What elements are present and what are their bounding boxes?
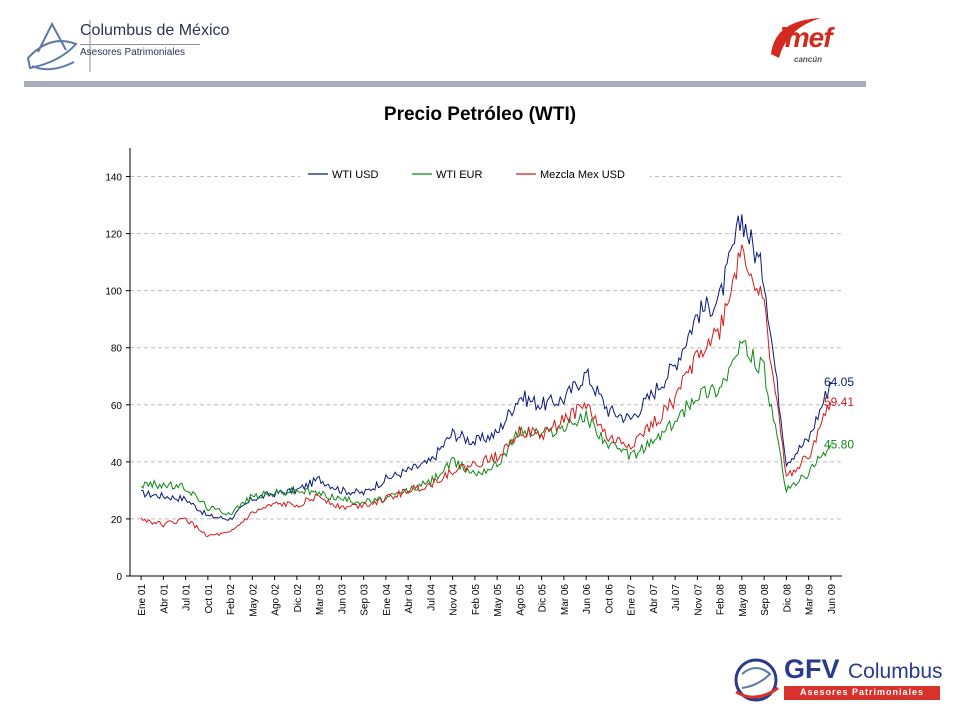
x-tick-label: Dic 05	[538, 584, 549, 613]
y-tick-label: 20	[111, 515, 123, 526]
x-tick-labels: Ene 01 Abr 01 Jul 01 Oct 01 Feb 02 May 02 Ago …	[137, 584, 838, 617]
x-tick-label: Sep 08	[760, 584, 771, 616]
series-line-wti-usd	[141, 214, 832, 521]
legend-entry: WTI USD	[332, 169, 378, 181]
end-label-wti-eur: 45.80	[824, 438, 854, 452]
grid-lines	[130, 176, 842, 520]
footer-brand-gfv: GFV	[784, 654, 840, 684]
chart-title: Precio Petróleo (WTI)	[383, 104, 577, 125]
x-tick-label: Mar 09	[805, 584, 816, 616]
x-tick-label: Abr 04	[404, 584, 415, 614]
x-tick-label: Ene 04	[382, 584, 393, 616]
series-line-wti-eur	[140, 340, 832, 516]
x-tick-label: Ago 02	[271, 584, 282, 616]
end-label-wti-usd: 64.05	[824, 375, 854, 389]
footer-bar	[784, 686, 940, 700]
x-tick-label: Ene 07	[627, 584, 638, 616]
y-tick-label: 40	[111, 458, 123, 469]
x-tick-label: Abr 07	[649, 584, 660, 614]
y-tick-label: 140	[105, 173, 122, 184]
brand-title: Columbus de México	[80, 22, 230, 39]
x-tick-label: Jun 03	[337, 584, 348, 614]
y-tick-label: 100	[105, 287, 122, 298]
x-tick-label: Sep 03	[360, 584, 371, 616]
header-bar	[24, 81, 866, 87]
x-tick-label: Ago 05	[515, 584, 526, 616]
x-tick-label: Mar 03	[315, 584, 326, 616]
x-tick-label: Jul 04	[426, 584, 437, 611]
end-value-labels: 64.05 45.80 59.41	[824, 375, 854, 452]
end-label-mezcla-mex-usd: 59.41	[824, 395, 854, 409]
columbus-logo-icon	[26, 20, 91, 72]
y-tick-label: 60	[111, 401, 123, 412]
x-tick-label: Feb 05	[471, 584, 482, 616]
x-tick-label: Jul 07	[671, 584, 682, 611]
legend-entry: Mezcla Mex USD	[540, 169, 625, 181]
gfv-globe-icon	[734, 658, 779, 702]
y-tick-labels: 0 20 40 60 80 100 120 140	[105, 173, 122, 583]
partner-logo: imef	[778, 22, 833, 53]
x-tick-label: May 02	[248, 584, 259, 617]
x-tick-label: Jul 01	[182, 584, 193, 611]
brand-divider	[80, 44, 200, 45]
x-tick-label: Feb 08	[716, 584, 727, 616]
x-tick-label: Oct 06	[604, 584, 615, 614]
y-tick-label: 0	[116, 572, 122, 583]
footer-brand-subtitle: Asesores Patrimoniales	[800, 687, 925, 697]
series-lines	[140, 214, 832, 537]
x-tick-label: Ene 01	[137, 584, 148, 616]
series-line-mezcla-mex-usd	[140, 244, 832, 537]
y-tick-label: 80	[111, 344, 123, 355]
legend-entry: WTI EUR	[436, 169, 482, 181]
x-tick-label: Jun 06	[582, 584, 593, 614]
footer-brand-columbus: Columbus	[848, 660, 943, 683]
x-tick-label: May 08	[738, 584, 749, 617]
y-tick-label: 120	[105, 230, 122, 241]
brand-subtitle: Asesores Patrimoniales	[80, 47, 186, 58]
x-tick-label: Abr 01	[159, 584, 170, 614]
imef-swoosh-icon	[771, 18, 821, 58]
x-tick-label: Nov 04	[449, 584, 460, 616]
x-tick-label: Jun 09	[827, 584, 838, 614]
x-tick-label: Nov 07	[693, 584, 704, 616]
legend-box	[300, 164, 650, 182]
x-tick-label: Feb 02	[226, 584, 237, 616]
x-tick-label: Dic 08	[782, 584, 793, 613]
axes	[126, 148, 842, 580]
x-tick-label: Oct 01	[204, 584, 215, 614]
x-tick-label: May 05	[493, 584, 504, 617]
partner-logo-sub: cancún	[794, 55, 823, 64]
x-tick-label: Dic 02	[293, 584, 304, 613]
legend: WTI USD WTI EUR Mezcla Mex USD	[300, 164, 650, 182]
x-tick-label: Mar 06	[560, 584, 571, 616]
